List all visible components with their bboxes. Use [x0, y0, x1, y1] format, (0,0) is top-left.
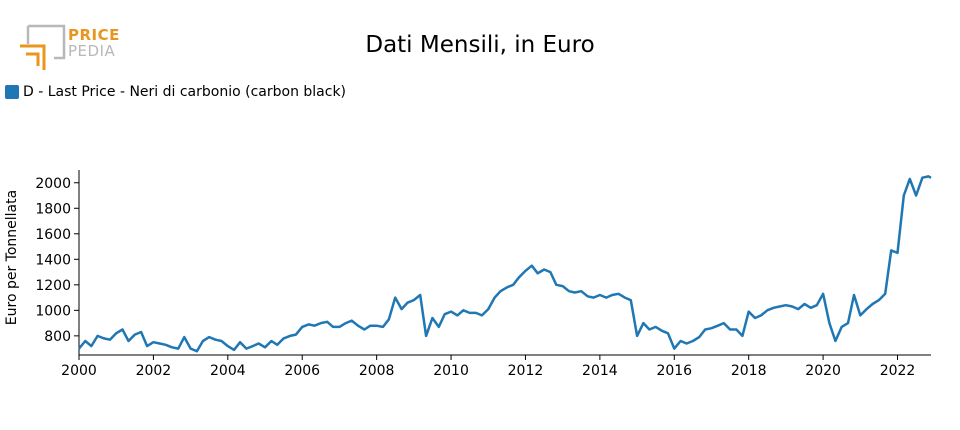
x-tick-label: 2012	[508, 363, 544, 379]
x-tick-label: 2020	[805, 363, 841, 379]
x-tick-label: 2002	[136, 363, 172, 379]
chart-legend[interactable]: D - Last Price - Neri di carbonio (carbo…	[5, 84, 346, 100]
logo-text-price: PRICE	[68, 26, 120, 44]
x-tick-label: 2016	[656, 363, 692, 379]
legend-swatch	[5, 85, 19, 99]
chart-title: Dati Mensili, in Euro	[365, 32, 595, 58]
logo-mark-icon	[20, 24, 66, 70]
x-tick-label: 2014	[582, 363, 618, 379]
y-tick-label: 800	[44, 329, 71, 345]
y-tick-label: 1200	[35, 278, 71, 294]
pricepedia-logo: PRICE PEDIA	[18, 24, 128, 74]
x-tick-label: 2004	[210, 363, 246, 379]
x-tick-label: 2018	[731, 363, 767, 379]
chart-axes: 800 1000 1200 1400 1600 1800 2000 2000 2002 2004 2…	[4, 170, 931, 379]
x-tick-label: 2008	[359, 363, 395, 379]
x-tick-label: 2006	[284, 363, 320, 379]
y-tick-label: 1800	[35, 201, 71, 217]
y-tick-label: 1000	[35, 303, 71, 319]
y-tick-label: 1400	[35, 252, 71, 268]
legend-label: D - Last Price - Neri di carbonio (carbo…	[23, 84, 347, 100]
y-tick-label: 1600	[35, 227, 71, 243]
x-tick-label: 2000	[61, 363, 97, 379]
y-tick-label: 2000	[35, 176, 71, 192]
logo-text-pedia: PEDIA	[68, 42, 116, 60]
x-tick-label: 2022	[880, 363, 916, 379]
plot-area	[78, 175, 932, 353]
x-tick-label: 2010	[433, 363, 469, 379]
series-line	[78, 175, 932, 353]
y-axis-label: Euro per Tonnellata	[4, 190, 20, 325]
